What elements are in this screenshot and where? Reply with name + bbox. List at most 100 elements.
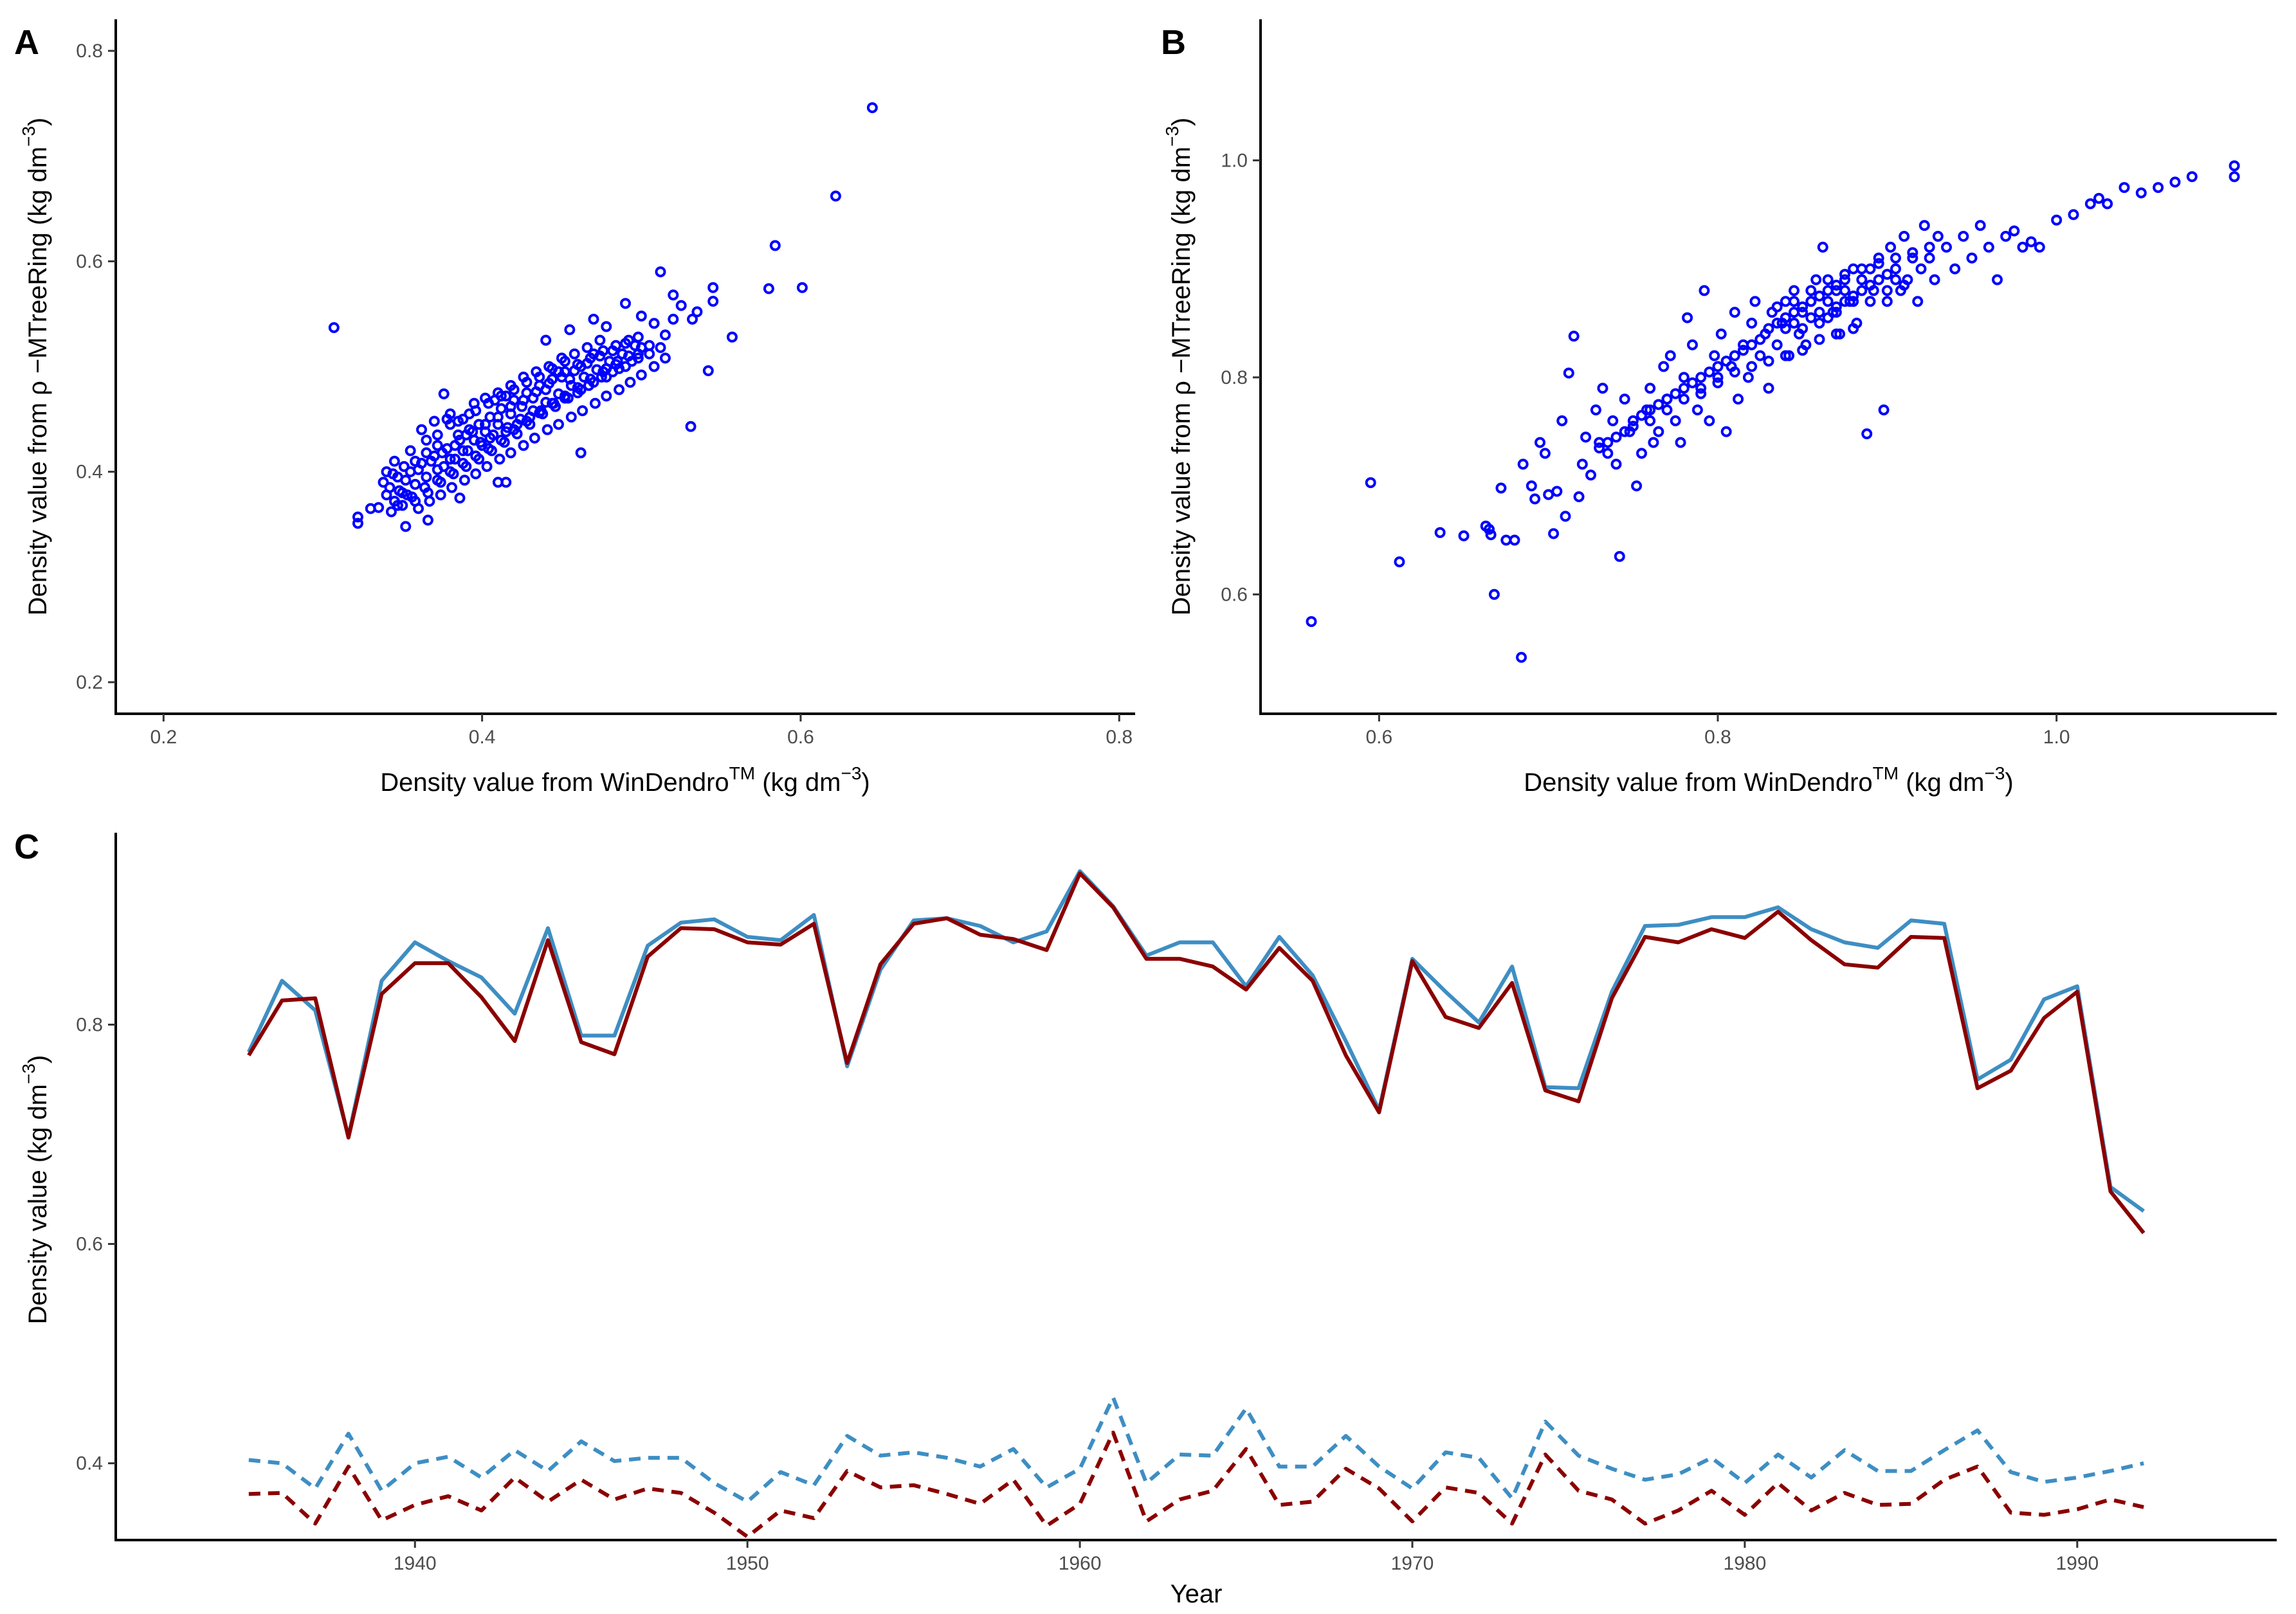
scatter-point [1822,312,1834,323]
scatter-point [617,348,628,359]
scatter-point [1729,307,1740,318]
scatter-point [494,453,506,465]
panel-b-ticks: 0.6 0.8 1.0 0.6 0.8 1.0 [1221,150,2070,748]
scatter-point [769,240,781,251]
scatter-point [1658,361,1670,372]
scatter-point [572,387,583,399]
scatter-point [1607,415,1619,426]
scatter-point [1771,339,1783,350]
scatter-point [1678,383,1690,394]
scatter-point [1614,550,1625,562]
panel-a-x-title: Density value from WinDendroTM (kg dm−3) [380,763,870,797]
scatter-point [1746,318,1758,329]
scatter-point [1822,296,1834,307]
scatter-point [1678,372,1690,383]
scatter-point [1729,366,1740,377]
scatter-point [601,390,612,402]
scatter-point [1661,404,1673,415]
scatter-point [438,388,450,400]
scatter-point [1682,312,1693,323]
scatter-point [675,300,687,311]
scatter-point [2186,171,2198,183]
scatter-point [1814,290,1825,302]
scatter-point [589,397,601,409]
panel-c-y-tick-label: 0.8 [76,1014,103,1035]
scatter-point [668,289,679,301]
scatter-point [1556,415,1568,426]
scatter-point [583,379,595,391]
scatter-point [1848,323,1859,334]
scatter-point [1848,290,1859,302]
scatter-point [1568,331,1580,342]
scatter-point [655,266,666,278]
scatter-point [1861,428,1873,440]
scatter-point [1585,469,1596,481]
scatter-point [1500,534,1512,546]
scatter-point [624,377,636,388]
scatter-point [1434,527,1446,538]
scatter-point [1619,426,1630,437]
panel-b-y-tick-label: 0.8 [1221,367,1248,388]
scatter-point [421,471,432,483]
panel-c: C 1940 1950 1960 1970 1980 1990 0.4 0.6 0.8 Year… [14,828,2277,1608]
scatter-point [518,440,529,451]
scatter-point [1704,366,1715,377]
scatter-point [581,358,593,369]
panel-a-y-tick-label: 0.4 [76,462,103,483]
scatter-point [614,384,625,395]
scatter-point [505,447,516,458]
scatter-point [444,466,456,478]
scatter-point [2118,182,2130,194]
scatter-point [644,348,655,359]
scatter-point [373,502,385,513]
scatter-point [1941,241,1952,253]
scatter-point [1805,285,1817,296]
scatter-point [1839,274,1850,286]
scatter-point [1729,350,1740,361]
scatter-point [565,412,577,423]
scatter-point [1915,263,1927,275]
scatter-point [432,475,443,486]
scatter-point [1805,312,1817,323]
scatter-point [516,401,528,412]
scatter-point [1754,350,1766,361]
scatter-point [428,415,440,427]
scatter-point [1830,328,1842,340]
scatter-point [2009,225,2020,237]
scatter-point [1974,220,1986,231]
scatter-point [1526,480,1537,492]
panel-b-x-title: Density value from WinDendroTM (kg dm−3) [1524,763,2013,797]
scatter-point [422,514,433,526]
panel-b-y-tick-label: 0.6 [1221,584,1248,605]
scatter-point [1516,651,1527,663]
scatter-point [1780,312,1791,323]
scatter-point [487,429,499,440]
scatter-point [702,365,714,377]
scatter-point [2084,198,2096,210]
scatter-point [1830,301,1842,313]
scatter-point [1856,274,1868,286]
scatter-point [1929,274,1940,286]
scatter-point [591,364,603,376]
scatter-point [1885,241,1897,253]
scatter-point [1958,231,1969,242]
scatter-point [392,500,403,511]
scatter-point [2093,192,2104,204]
scatter-point [1810,274,1822,286]
scatter-point [1365,477,1376,489]
scatter-point [577,405,588,417]
scatter-point [492,412,504,423]
scatter-point [1789,296,1799,307]
scatter-point [648,318,660,329]
scatter-point [1864,263,1876,275]
scatter-point [1678,394,1690,405]
series-upper-blue [247,869,2145,1213]
scatter-point [1709,350,1720,361]
scatter-point [1797,323,1809,334]
scatter-point [1814,318,1825,329]
scatter-point [763,283,774,295]
scatter-point [1670,388,1681,399]
scatter-point [1907,252,1918,264]
panel-a-x-tick-label: 0.8 [1106,727,1133,748]
scatter-point [385,506,397,518]
